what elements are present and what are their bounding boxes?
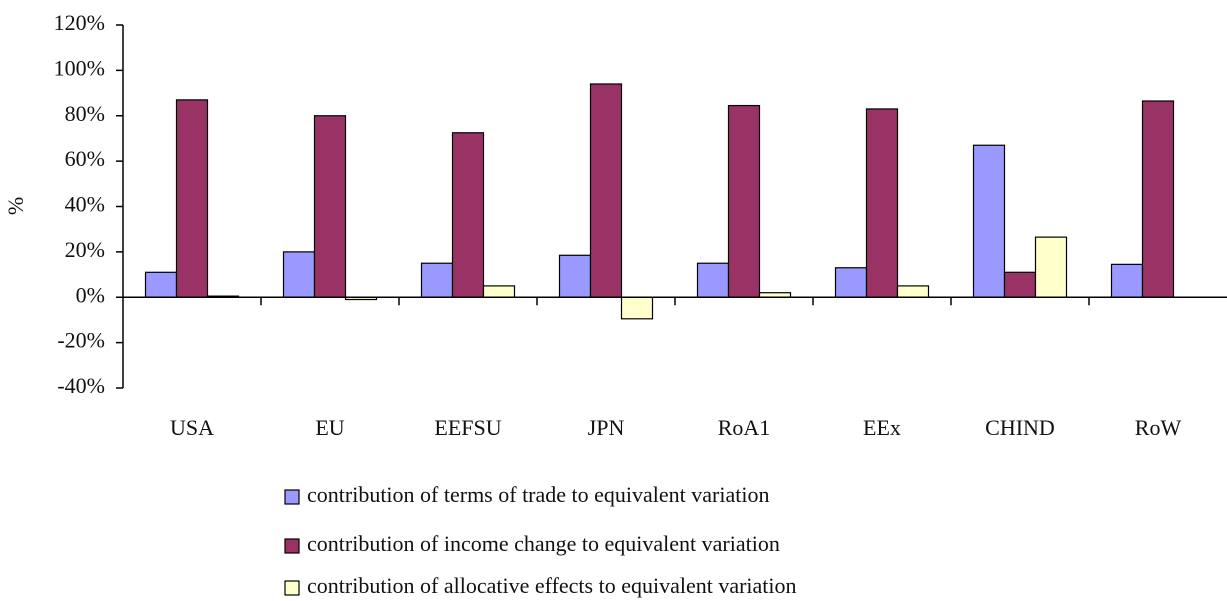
y-tick-label: 60% [65,146,105,171]
y-tick-label: 20% [65,237,105,262]
legend-swatch [284,580,300,596]
legend-label: contribution of terms of trade to equiva… [307,482,769,507]
legend-label: contribution of income change to equival… [307,531,780,556]
bar [1034,236,1068,298]
x-tick-label: RoW [1135,415,1182,440]
bar [451,132,485,298]
y-tick-label: 120% [54,10,105,35]
x-tick-label: EEFSU [434,415,501,440]
legend-swatch [284,489,300,505]
y-tick-label: 40% [65,192,105,217]
x-tick-label: USA [170,415,214,440]
bar [1003,271,1037,298]
legend-label: contribution of allocative effects to eq… [307,573,797,598]
bar [896,285,930,298]
bar [834,267,868,298]
bar [313,115,347,298]
x-tick-label: RoA1 [718,415,771,440]
y-tick-label: -40% [57,373,105,398]
x-tick-label: JPN [588,415,625,440]
x-tick-label: EEx [863,415,901,440]
y-axis-label: % [3,197,28,215]
y-tick-label: 0% [76,282,105,307]
bar [1141,100,1175,298]
y-tick-label: 100% [54,55,105,80]
bar [420,262,454,298]
x-tick-label: CHIND [985,415,1055,440]
x-tick-label: EU [315,415,344,440]
bar [1110,263,1144,298]
bar [972,144,1006,298]
y-tick-label: -20% [57,328,105,353]
bar [482,285,516,298]
bar [175,99,209,298]
bar [558,254,592,298]
bar [696,262,730,298]
bar [620,296,654,320]
bar [282,251,316,298]
y-tick-label: 80% [65,101,105,126]
bar [727,104,761,298]
bar [144,271,178,298]
bar [589,83,623,298]
bar [865,108,899,298]
legend-swatch [284,538,300,554]
